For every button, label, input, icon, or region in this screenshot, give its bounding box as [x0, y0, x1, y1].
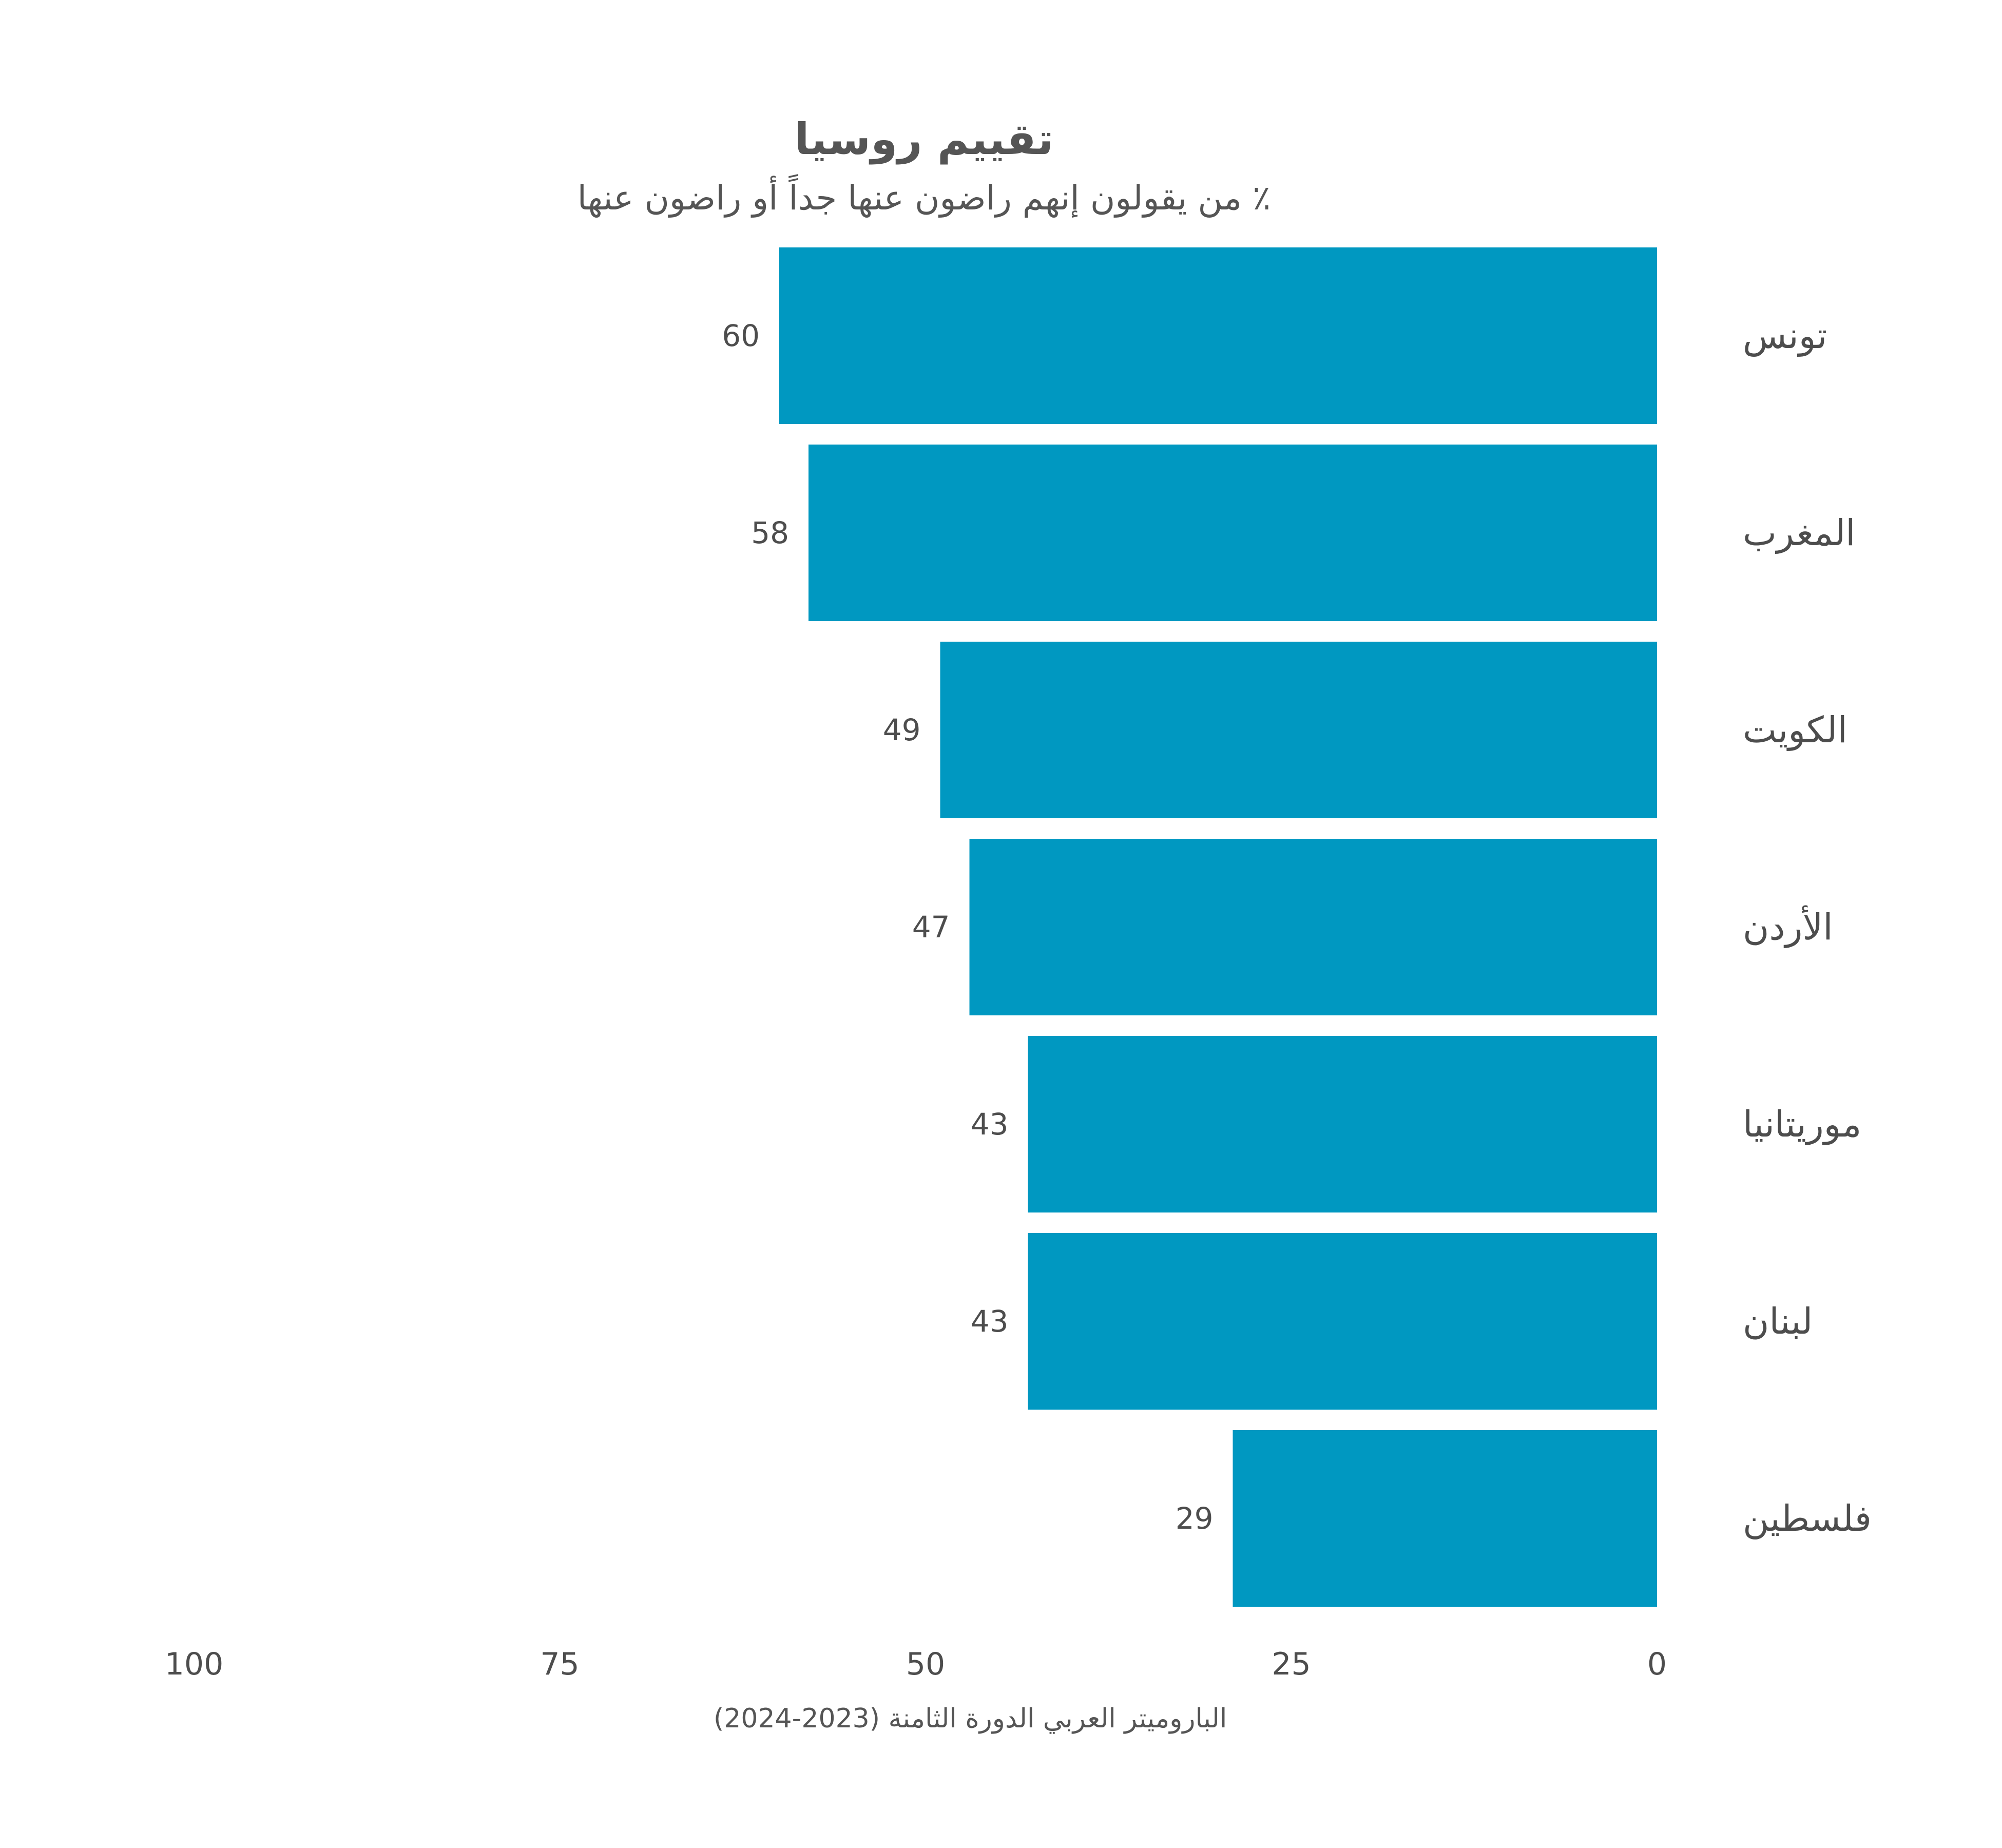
bar-3 — [969, 839, 1657, 1015]
bar-6 — [1233, 1430, 1657, 1607]
chart-title: تقييم روسيا — [795, 114, 1054, 165]
x-tick-label-3: 25 — [1272, 1646, 1311, 1682]
value-labels-group: 60 58 49 47 43 43 29 — [722, 318, 1213, 1536]
category-label-4: موريتانيا — [1743, 1103, 1861, 1145]
value-label-2: 49 — [883, 713, 921, 747]
chart-source: الباروميتر العربي الدورة الثامنة (2023-2… — [714, 1703, 1227, 1734]
value-label-6: 29 — [1176, 1501, 1214, 1536]
category-label-1: المغرب — [1743, 512, 1856, 554]
category-label-0: تونس — [1743, 315, 1827, 357]
value-label-3: 47 — [912, 910, 950, 945]
category-labels-group: تونس المغرب الكويت الأردن موريتانيا لبنان فلسط… — [1743, 315, 1872, 1539]
category-label-5: لبنان — [1743, 1300, 1813, 1342]
x-tick-label-1: 75 — [540, 1646, 579, 1682]
bar-4 — [1028, 1036, 1657, 1212]
value-label-0: 60 — [722, 318, 760, 353]
bar-1 — [808, 445, 1657, 621]
value-label-5: 43 — [971, 1304, 1009, 1339]
value-label-4: 43 — [971, 1107, 1009, 1142]
chart-subtitle: ٪ من يقولون إنهم راضون عنها جداً أو راضو… — [578, 174, 1271, 218]
category-label-3: الأردن — [1743, 905, 1833, 948]
bar-2 — [940, 642, 1657, 818]
value-label-1: 58 — [751, 515, 789, 550]
x-tick-label-4: 0 — [1647, 1646, 1667, 1682]
category-label-2: الكويت — [1743, 709, 1847, 751]
x-tick-label-2: 50 — [906, 1646, 945, 1682]
bars-group — [779, 247, 1657, 1607]
bar-5 — [1028, 1233, 1657, 1410]
category-label-6: فلسطين — [1743, 1497, 1872, 1539]
x-tick-label-0: 100 — [165, 1646, 224, 1682]
bar-0 — [779, 247, 1657, 424]
x-axis-ticks: 100 75 50 25 0 — [165, 1646, 1667, 1682]
